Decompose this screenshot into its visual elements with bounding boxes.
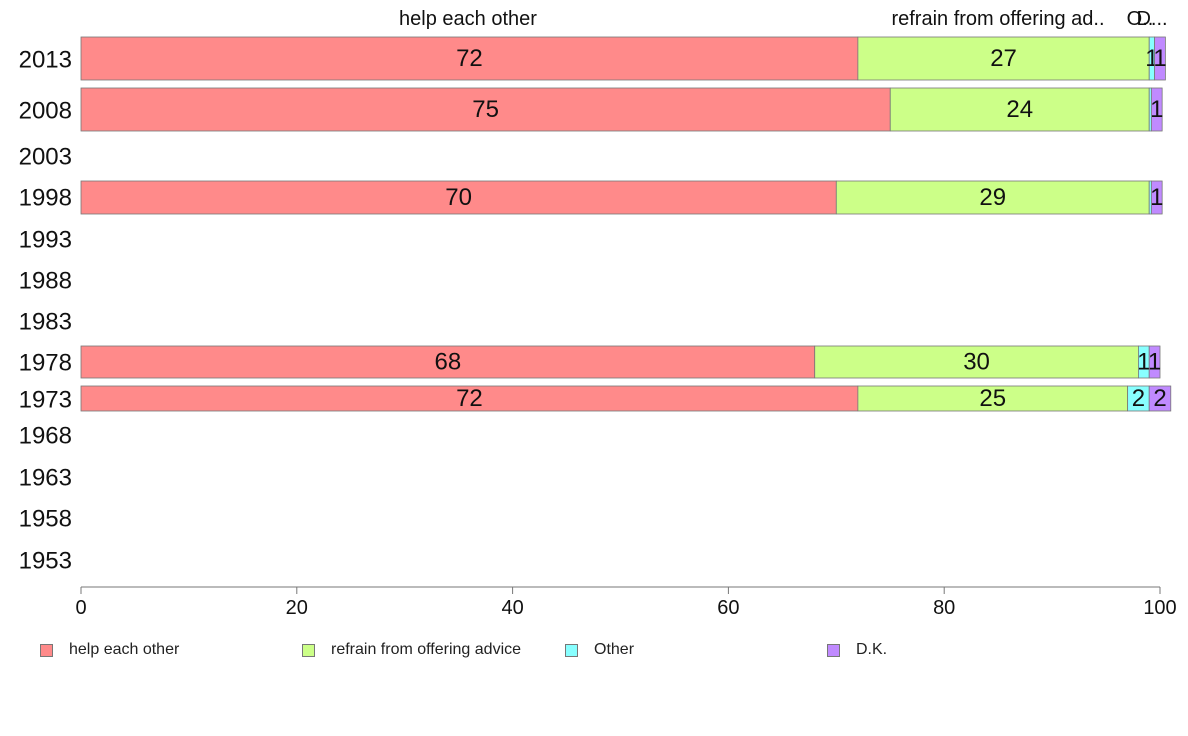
category-label: 1993 bbox=[19, 227, 72, 254]
bar-segment bbox=[857, 36, 1150, 81]
bar-segment bbox=[889, 87, 1150, 132]
bar-segment bbox=[814, 345, 1139, 379]
bar-segment bbox=[857, 385, 1129, 412]
data-label: 1 bbox=[1150, 184, 1163, 211]
x-tick-label: 100 bbox=[1143, 597, 1176, 619]
x-tick-label: 0 bbox=[75, 597, 86, 619]
top-series-label: O.. bbox=[1127, 8, 1154, 30]
bar-segment bbox=[80, 385, 859, 412]
legend-item-dk: D.K. bbox=[827, 638, 887, 662]
legend-label: refrain from offering advice bbox=[331, 641, 522, 658]
x-tick-label: 40 bbox=[501, 597, 523, 619]
data-label: 70 bbox=[445, 184, 472, 211]
top-series-label: D... bbox=[1136, 8, 1167, 30]
chart-legend: help each other refrain from offering ad… bbox=[0, 638, 1188, 662]
data-label: 75 bbox=[472, 96, 499, 123]
data-label: 2 bbox=[1153, 385, 1166, 412]
data-label: 1 bbox=[1137, 349, 1150, 376]
category-label: 1978 bbox=[19, 350, 72, 377]
data-label: 68 bbox=[435, 349, 462, 376]
bar-segment bbox=[80, 87, 891, 132]
category-label: 2003 bbox=[19, 144, 72, 171]
data-label: 25 bbox=[979, 385, 1006, 412]
bar-segment bbox=[1150, 180, 1163, 215]
data-label: 1 bbox=[1150, 96, 1163, 123]
category-label: 2008 bbox=[19, 98, 72, 125]
data-label: 1 bbox=[1148, 349, 1161, 376]
legend-item-help-each-other: help each other bbox=[40, 638, 179, 662]
category-label: 1983 bbox=[19, 309, 72, 336]
top-series-label: refrain from offering ad.. bbox=[891, 8, 1104, 30]
category-label: 1988 bbox=[19, 268, 72, 295]
bar-segment bbox=[1154, 36, 1166, 81]
data-label: 29 bbox=[979, 184, 1006, 211]
legend-label: Other bbox=[594, 641, 635, 658]
legend-swatch bbox=[40, 643, 53, 657]
x-tick-label: 20 bbox=[286, 597, 308, 619]
data-label: 2 bbox=[1132, 385, 1145, 412]
legend-label: help each other bbox=[69, 641, 180, 658]
data-label: 72 bbox=[456, 45, 483, 72]
x-tick-label: 60 bbox=[717, 597, 739, 619]
legend-swatch bbox=[302, 643, 315, 657]
bar-segment bbox=[1148, 385, 1172, 412]
data-label: 24 bbox=[1006, 96, 1033, 123]
legend-swatch bbox=[565, 643, 578, 657]
bar-segment bbox=[80, 180, 837, 215]
bar-segment bbox=[1150, 87, 1163, 132]
top-series-label: help each other bbox=[399, 8, 537, 30]
category-label: 1998 bbox=[19, 185, 72, 212]
x-tick-label: 80 bbox=[933, 597, 955, 619]
legend-label: D.K. bbox=[856, 641, 888, 658]
legend-item-other: Other bbox=[565, 638, 634, 662]
bar-segment bbox=[1148, 345, 1161, 379]
data-label: 30 bbox=[963, 349, 990, 376]
category-label: 1963 bbox=[19, 465, 72, 492]
data-label: 1 bbox=[1153, 45, 1166, 72]
category-label: 1953 bbox=[19, 548, 72, 575]
data-label: 27 bbox=[990, 45, 1017, 72]
legend-item-refrain: refrain from offering advice bbox=[302, 638, 521, 662]
data-label: 72 bbox=[456, 385, 483, 412]
category-label: 1958 bbox=[19, 506, 72, 533]
legend-swatch bbox=[827, 643, 840, 657]
bar-segment bbox=[80, 345, 816, 379]
category-label: 1968 bbox=[19, 423, 72, 450]
category-label: 2013 bbox=[19, 47, 72, 74]
bar-segment bbox=[80, 36, 859, 81]
category-label: 1973 bbox=[19, 387, 72, 414]
